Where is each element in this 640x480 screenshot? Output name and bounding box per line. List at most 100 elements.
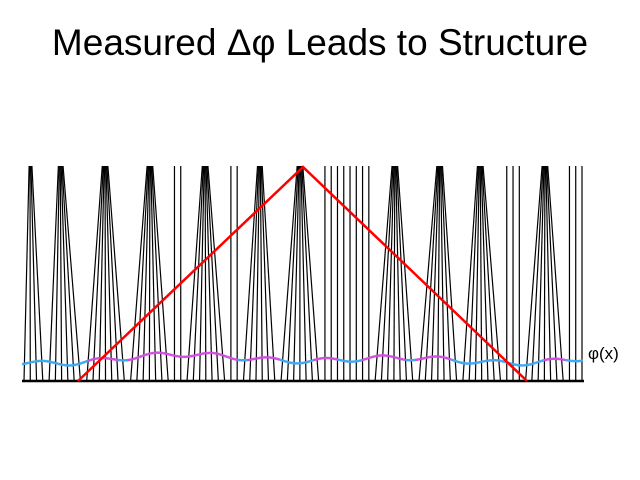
phase-curve-segment bbox=[387, 354, 392, 358]
phase-curve-segment bbox=[498, 359, 503, 363]
pattern-line bbox=[437, 165, 441, 382]
pattern-line bbox=[105, 165, 113, 382]
phase-curve-segment bbox=[531, 361, 536, 366]
phase-curve-segment bbox=[357, 359, 362, 363]
phase-curve-segment bbox=[195, 353, 200, 357]
phase-curve-segment bbox=[171, 353, 176, 358]
phase-curve-segment bbox=[456, 360, 461, 364]
pattern-line bbox=[380, 165, 394, 382]
pattern-line bbox=[537, 165, 545, 382]
phase-label: φ(x) bbox=[588, 344, 619, 363]
pattern-line bbox=[397, 165, 414, 382]
phase-curve-segment bbox=[249, 357, 254, 361]
phase-curve-segment bbox=[420, 357, 425, 361]
phase-curve-segment bbox=[564, 358, 569, 362]
pattern-line bbox=[205, 165, 213, 382]
pattern-line bbox=[531, 165, 544, 382]
phase-curve-segment bbox=[60, 363, 65, 367]
phase-curve-segment bbox=[132, 357, 137, 361]
pattern-line bbox=[545, 165, 552, 382]
phase-curve-segment bbox=[342, 359, 347, 363]
pattern-line bbox=[136, 165, 149, 382]
phase-curve-segment bbox=[285, 360, 290, 364]
phase-curve-segment bbox=[129, 357, 134, 361]
pattern-line bbox=[59, 165, 63, 382]
pattern-line bbox=[396, 165, 408, 382]
phase-curve-segment bbox=[75, 362, 80, 366]
phase-curve-segment bbox=[279, 358, 284, 362]
phase-curve-segment bbox=[273, 356, 278, 361]
phase-curve-segment bbox=[474, 361, 479, 365]
phase-curve-segment bbox=[537, 359, 542, 364]
phase-curve-segment bbox=[426, 355, 431, 359]
pattern-line bbox=[30, 165, 38, 382]
phase-curve-segment bbox=[270, 356, 275, 360]
pattern-line bbox=[441, 165, 458, 382]
phase-curve-segment bbox=[189, 354, 194, 358]
phase-curve-segment bbox=[57, 362, 62, 366]
phase-curve-segment bbox=[477, 360, 482, 364]
phase-curve-segment bbox=[393, 355, 398, 360]
phase-curve-segment bbox=[165, 352, 170, 356]
pattern-line bbox=[204, 165, 207, 382]
phase-curve-segment bbox=[192, 353, 197, 358]
pattern-line bbox=[286, 165, 299, 382]
phase-curve-segment bbox=[372, 354, 377, 358]
phase-curve-segment bbox=[444, 356, 449, 360]
pattern-line bbox=[148, 165, 151, 382]
phase-curve-segment bbox=[450, 358, 455, 362]
phase-curve-segment bbox=[459, 361, 464, 365]
pattern-line bbox=[142, 165, 150, 382]
pattern-line bbox=[468, 165, 479, 382]
phase-curve-segment bbox=[318, 357, 323, 361]
phase-curve-segment bbox=[30, 360, 35, 364]
phase-curve-segment bbox=[201, 352, 206, 356]
pattern-line bbox=[98, 165, 105, 382]
pattern-line bbox=[206, 165, 219, 382]
pattern-line bbox=[301, 165, 314, 382]
pattern-line bbox=[61, 165, 75, 382]
phase-curve-segment bbox=[315, 357, 320, 361]
phase-curve-segment bbox=[90, 357, 95, 362]
phase-curve-segment bbox=[111, 357, 116, 361]
pattern-line bbox=[546, 165, 558, 382]
pattern-line bbox=[198, 165, 205, 382]
phase-curve-segment bbox=[162, 351, 167, 355]
pattern-line bbox=[48, 165, 59, 382]
pattern-line bbox=[255, 165, 260, 382]
phase-curve-segment bbox=[27, 361, 32, 365]
phase-curve-segment bbox=[72, 363, 77, 367]
phase-curve-segment bbox=[234, 358, 239, 362]
pattern-line bbox=[387, 165, 395, 382]
phase-curve-segment bbox=[303, 360, 308, 364]
pattern-line bbox=[524, 165, 543, 382]
phase-curve-segment bbox=[336, 358, 341, 362]
phase-curve-segment bbox=[399, 357, 404, 361]
phase-curve-segment bbox=[309, 359, 314, 363]
pattern-line bbox=[280, 165, 298, 382]
phase-curve bbox=[21, 351, 584, 367]
phase-curve-segment bbox=[501, 359, 506, 364]
pattern-line bbox=[395, 165, 401, 382]
pattern-line bbox=[302, 165, 320, 382]
pattern-line bbox=[440, 165, 451, 382]
phase-curve-segment bbox=[510, 362, 515, 366]
phase-curve-segment bbox=[84, 359, 89, 364]
pattern-line bbox=[23, 165, 30, 382]
phase-curve-segment bbox=[483, 359, 488, 363]
pattern-line bbox=[430, 165, 440, 382]
phase-curve-segment bbox=[528, 362, 533, 366]
pattern-line bbox=[462, 165, 479, 382]
pattern-line bbox=[547, 165, 564, 382]
phase-curve-segment bbox=[174, 354, 179, 358]
phase-curve-segment bbox=[54, 361, 59, 365]
phase-curve-segment bbox=[423, 356, 428, 360]
phase-curve-segment bbox=[21, 362, 26, 366]
phase-curve-segment bbox=[390, 355, 395, 359]
pattern-line bbox=[374, 165, 393, 382]
phase-curve-segment bbox=[480, 360, 485, 364]
phase-curve-segment bbox=[147, 352, 152, 356]
pattern-line bbox=[474, 165, 480, 382]
pattern-line bbox=[393, 165, 396, 382]
phase-curve-segment bbox=[78, 361, 83, 366]
